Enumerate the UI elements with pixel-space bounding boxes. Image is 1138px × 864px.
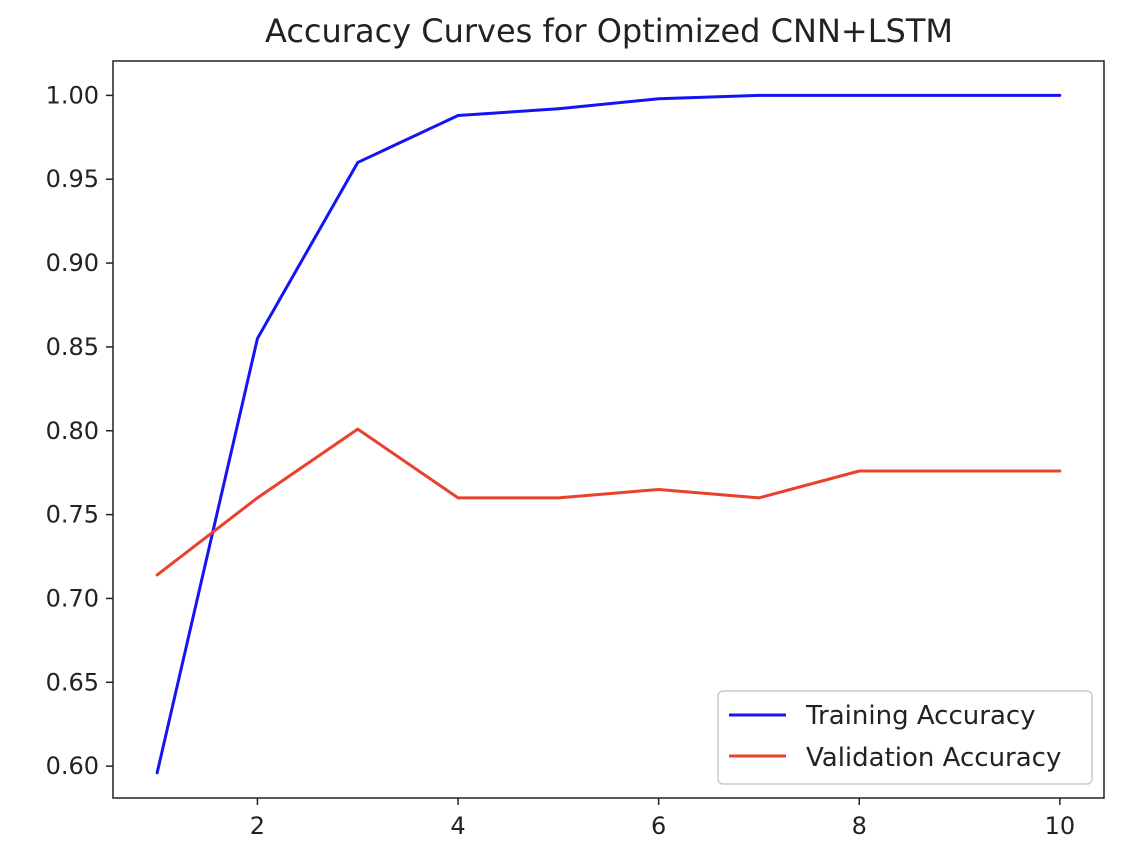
training-accuracy-line: [155, 93, 1062, 775]
legend-label-validation: Validation Accuracy: [806, 743, 1061, 773]
x-tick-label: 8: [852, 812, 867, 840]
legend-box: [717, 690, 1093, 785]
x-tick-label: 4: [450, 812, 465, 840]
y-tick-label: 0.85: [46, 333, 99, 361]
legend: Training Accuracy Validation Accuracy: [717, 690, 1093, 785]
y-tick-label: 0.90: [46, 249, 99, 277]
y-tick-label: 1.00: [46, 81, 99, 109]
y-tick-label: 0.60: [46, 752, 99, 780]
y-tick-label: 0.65: [46, 668, 99, 696]
validation-accuracy-line: [155, 427, 1062, 577]
y-tick-label: 0.75: [46, 501, 99, 529]
y-axis: 0.60 0.65 0.70 0.75 0.80 0.85 0.90 0.95 1.00: [46, 81, 113, 780]
plot-area: [112, 60, 1105, 799]
x-tick-label: 6: [651, 812, 666, 840]
x-tick-label: 10: [1045, 812, 1076, 840]
chart-title: Accuracy Curves for Optimized CNN+LSTM: [265, 12, 953, 50]
series-layer: [155, 93, 1062, 775]
y-tick-label: 0.80: [46, 417, 99, 445]
x-tick-label: 2: [250, 812, 265, 840]
legend-label-training: Training Accuracy: [805, 701, 1036, 731]
x-axis: 2 4 6 8 10: [250, 798, 1075, 840]
y-tick-label: 0.95: [46, 165, 99, 193]
y-tick-label: 0.70: [46, 584, 99, 612]
